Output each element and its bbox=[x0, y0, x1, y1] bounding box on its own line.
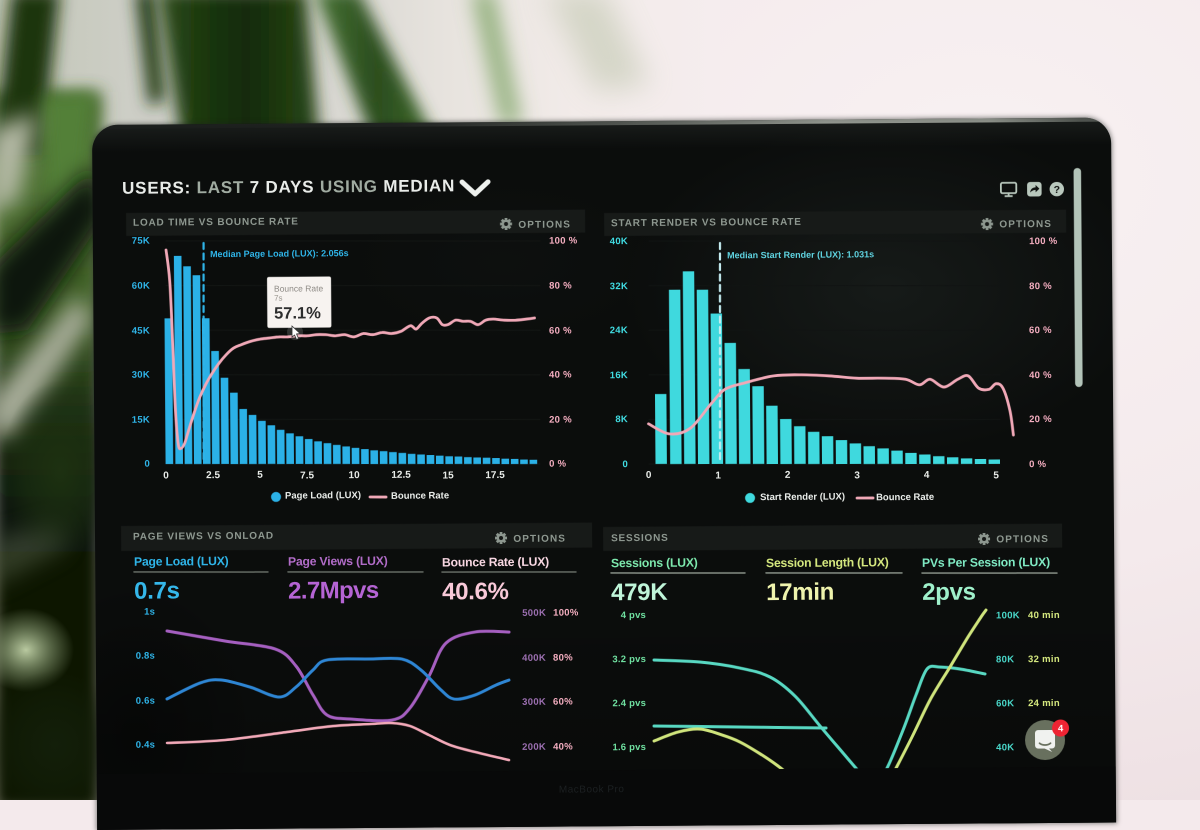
svg-text:4: 4 bbox=[1058, 723, 1064, 734]
svg-text:?: ? bbox=[1054, 184, 1061, 196]
